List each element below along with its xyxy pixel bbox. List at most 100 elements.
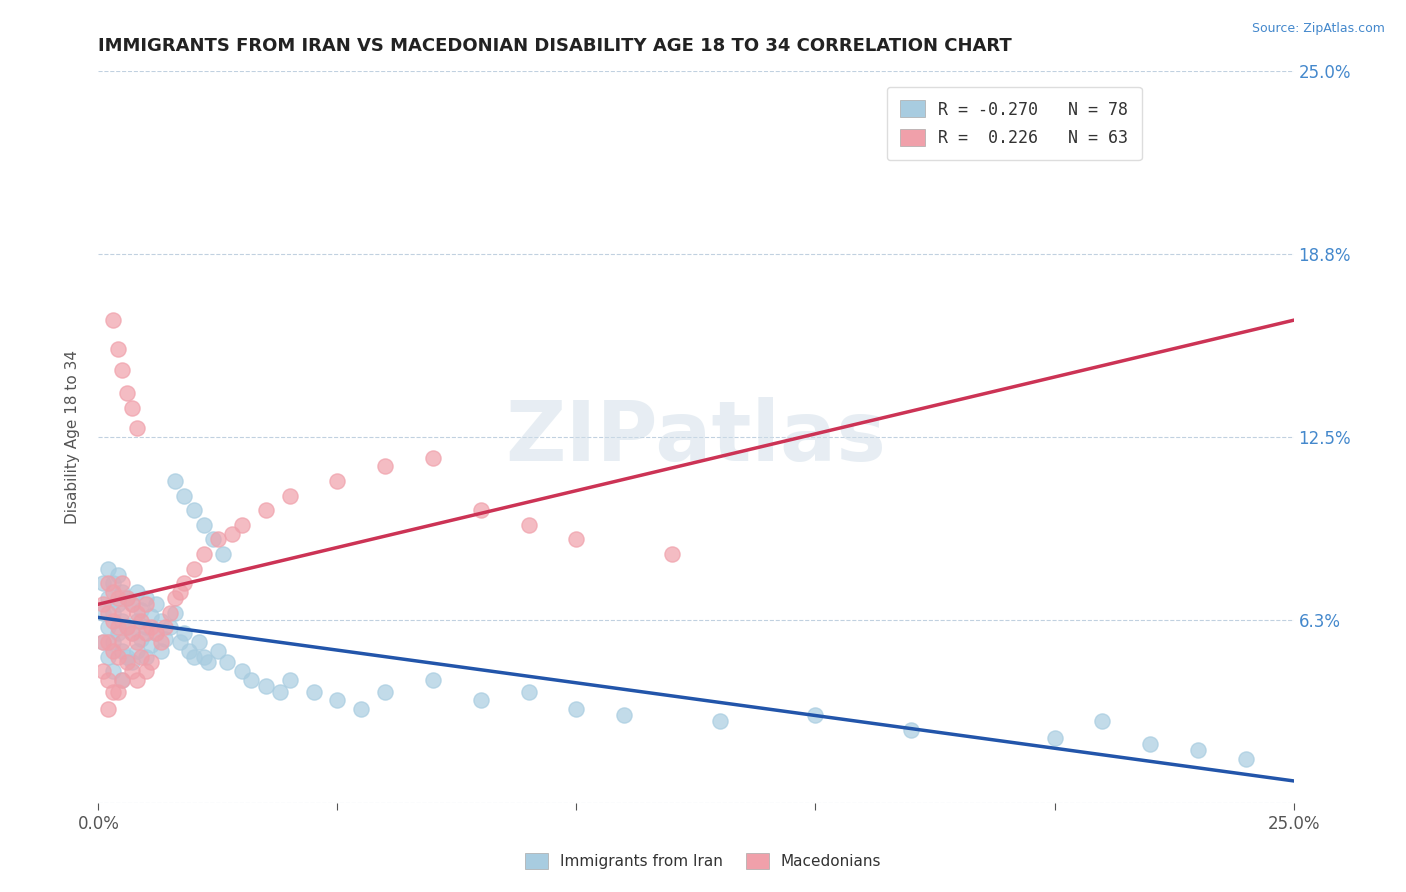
Point xyxy=(709,714,731,728)
Point xyxy=(131,615,153,629)
Point xyxy=(135,649,157,664)
Point xyxy=(326,474,349,488)
Point xyxy=(1043,731,1066,746)
Point xyxy=(131,603,153,617)
Point xyxy=(183,562,205,576)
Point xyxy=(517,517,540,532)
Point xyxy=(470,693,492,707)
Point xyxy=(661,547,683,561)
Point xyxy=(159,606,181,620)
Point xyxy=(163,474,186,488)
Point xyxy=(231,664,253,678)
Point xyxy=(115,620,138,634)
Point xyxy=(183,649,205,664)
Point xyxy=(173,626,195,640)
Point xyxy=(231,517,253,532)
Point xyxy=(115,649,138,664)
Point xyxy=(1139,737,1161,751)
Point xyxy=(97,606,120,620)
Point xyxy=(107,620,129,634)
Point xyxy=(207,533,229,547)
Point xyxy=(101,585,124,599)
Point xyxy=(302,684,325,698)
Point xyxy=(173,576,195,591)
Point xyxy=(149,615,172,629)
Legend: Immigrants from Iran, Macedonians: Immigrants from Iran, Macedonians xyxy=(519,847,887,875)
Point xyxy=(207,643,229,657)
Point xyxy=(111,576,134,591)
Point xyxy=(139,620,162,634)
Point xyxy=(139,608,162,623)
Point xyxy=(107,626,129,640)
Point xyxy=(1234,752,1257,766)
Point xyxy=(125,635,148,649)
Point xyxy=(91,635,114,649)
Text: ZIPatlas: ZIPatlas xyxy=(506,397,886,477)
Point xyxy=(101,635,124,649)
Point xyxy=(121,401,143,415)
Point xyxy=(1091,714,1114,728)
Point xyxy=(97,620,120,634)
Point xyxy=(111,615,134,629)
Y-axis label: Disability Age 18 to 34: Disability Age 18 to 34 xyxy=(65,350,80,524)
Point xyxy=(145,626,167,640)
Point xyxy=(517,684,540,698)
Point xyxy=(91,664,114,678)
Text: IMMIGRANTS FROM IRAN VS MACEDONIAN DISABILITY AGE 18 TO 34 CORRELATION CHART: IMMIGRANTS FROM IRAN VS MACEDONIAN DISAB… xyxy=(98,37,1012,54)
Point xyxy=(135,591,157,605)
Point xyxy=(111,673,134,687)
Point xyxy=(101,615,124,629)
Point xyxy=(115,591,138,605)
Point xyxy=(121,626,143,640)
Point xyxy=(125,643,148,657)
Point xyxy=(135,620,157,634)
Point xyxy=(125,673,148,687)
Point xyxy=(91,635,114,649)
Point xyxy=(111,585,134,599)
Point xyxy=(111,606,134,620)
Point xyxy=(193,517,215,532)
Point xyxy=(97,635,120,649)
Point xyxy=(91,597,114,611)
Point xyxy=(107,684,129,698)
Point xyxy=(422,673,444,687)
Point xyxy=(125,421,148,435)
Point xyxy=(1187,743,1209,757)
Legend: R = -0.270   N = 78, R =  0.226   N = 63: R = -0.270 N = 78, R = 0.226 N = 63 xyxy=(887,87,1142,160)
Point xyxy=(155,620,177,634)
Point xyxy=(101,643,124,657)
Point xyxy=(135,664,157,678)
Point xyxy=(470,503,492,517)
Point xyxy=(125,606,148,620)
Point xyxy=(254,503,277,517)
Point xyxy=(326,693,349,707)
Point xyxy=(173,489,195,503)
Point xyxy=(163,606,186,620)
Point xyxy=(900,723,922,737)
Point xyxy=(131,649,153,664)
Point xyxy=(97,649,120,664)
Point xyxy=(97,562,120,576)
Point xyxy=(107,343,129,357)
Point xyxy=(155,632,177,646)
Point xyxy=(149,643,172,657)
Point xyxy=(121,656,143,670)
Point xyxy=(163,591,186,605)
Point xyxy=(115,656,138,670)
Point xyxy=(101,576,124,591)
Point xyxy=(115,591,138,605)
Point xyxy=(125,585,148,599)
Point xyxy=(193,649,215,664)
Point xyxy=(159,620,181,634)
Point xyxy=(565,702,588,716)
Point xyxy=(107,591,129,605)
Point xyxy=(374,684,396,698)
Point xyxy=(107,567,129,582)
Point xyxy=(187,635,209,649)
Point xyxy=(278,673,301,687)
Point xyxy=(139,656,162,670)
Point xyxy=(97,576,120,591)
Point xyxy=(91,606,114,620)
Point xyxy=(107,649,129,664)
Point xyxy=(111,643,134,657)
